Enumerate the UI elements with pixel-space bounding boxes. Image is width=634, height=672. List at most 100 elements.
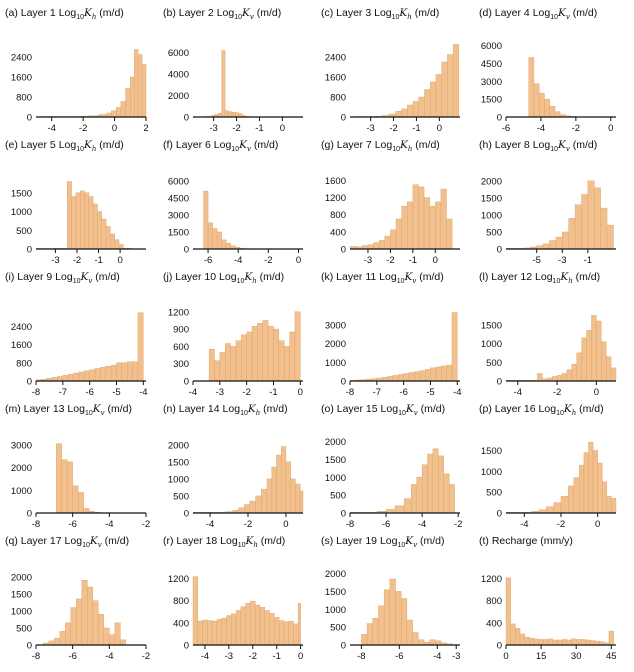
histogram-bar (602, 481, 608, 514)
y-tick-label: 1600 (325, 176, 346, 187)
histogram-bar (137, 312, 144, 382)
histogram-bar (110, 364, 117, 382)
histogram-panel: (m) Layer 13 Log10Kv (m/d) -8 -6 -4 -2 0 1000 2… (5, 403, 150, 530)
title-part: h (408, 145, 413, 153)
title-part: (n) Layer 14 Log (163, 403, 240, 415)
y-tick-label: 0 (27, 113, 32, 124)
histogram-bar (208, 349, 215, 382)
histogram-bar (586, 330, 592, 382)
histogram-bar (66, 461, 73, 514)
title-part: (m/d) (260, 403, 287, 415)
histogram-bar (448, 484, 455, 514)
title-part: h (92, 13, 97, 21)
histogram-bar (276, 454, 282, 514)
histogram-bar (419, 370, 426, 382)
histogram-bar (259, 607, 265, 646)
x-tick-label: -3 (558, 255, 566, 266)
histogram-bar (552, 639, 558, 646)
histogram-bar (580, 639, 586, 646)
histogram-bar (447, 54, 454, 118)
x-tick-label: -6 (395, 651, 403, 662)
title-part: K (399, 139, 409, 151)
x-tick-label: -2 (264, 255, 272, 266)
histogram-bar (576, 639, 582, 646)
histogram-bar (606, 496, 612, 514)
histogram-bar (416, 477, 423, 514)
histogram-bar (591, 315, 597, 382)
histogram-bar (600, 207, 608, 250)
y-tick-label: 0 (341, 245, 346, 256)
title-part: v (88, 277, 92, 285)
histogram-bar (438, 455, 444, 514)
histogram-bar (414, 371, 420, 382)
y-tick-label: 0 (27, 509, 32, 520)
histogram-panel: (p) Layer 16 Log10Kh (m/d) -4 -2 0 0 500 1000 1… (479, 403, 617, 530)
title-part: K (557, 139, 567, 151)
y-tick-label: 300 (173, 359, 189, 370)
histogram-bar (57, 376, 64, 382)
histogram-bar (285, 461, 291, 514)
histogram-bar (235, 112, 240, 118)
title-part: v (98, 541, 102, 549)
y-tick-label: 3000 (325, 320, 346, 331)
x-tick-label: -8 (346, 519, 354, 530)
x-tick-label: -6 (399, 387, 407, 398)
histogram-bar (251, 325, 258, 382)
histogram-bar (515, 628, 521, 646)
title-part: h (407, 13, 412, 21)
histogram-panel: (i) Layer 9 Log10Kv (m/d) -8 -7 -6 -5 -4 0 800 1… (5, 271, 148, 398)
y-tick-label: 2400 (11, 322, 32, 333)
title-part: 10 (238, 542, 246, 549)
y-tick-label: 1600 (325, 73, 346, 84)
histogram-bar (211, 620, 218, 646)
title-part: 10 (397, 278, 405, 285)
histogram-bar (67, 181, 72, 250)
title-part: (j) Layer 10 Log (163, 271, 237, 283)
y-tick-label: 0 (184, 245, 189, 256)
histogram-bar (537, 373, 543, 382)
title-part: h (92, 145, 97, 153)
histogram-bar (538, 639, 544, 646)
histogram-bar (231, 111, 236, 118)
y-tick-label: 1500 (325, 455, 346, 466)
y-tick-label: 4000 (168, 70, 189, 81)
histogram-bar (221, 239, 227, 250)
x-tick-label: -4 (514, 387, 522, 398)
y-tick-label: 4500 (168, 193, 189, 204)
histogram-bar (114, 622, 121, 646)
title-part: (m/d) (573, 271, 600, 283)
histogram-bar (443, 473, 450, 514)
x-tick-label: -8 (32, 519, 40, 530)
x-tick-label: -5 (532, 255, 540, 266)
y-tick-label: 0 (184, 509, 189, 520)
y-tick-label: 1200 (325, 193, 346, 204)
panel-title: (l) Layer 12 Log10Kh (m/d) (479, 271, 600, 285)
histogram-bar (533, 83, 540, 118)
histogram-panel: (d) Layer 4 Log10Kv (m/d) -6 -4 -2 0 0 1500 300… (479, 7, 616, 134)
x-tick-label: 0 (280, 123, 285, 134)
y-tick-label: 900 (173, 325, 189, 336)
y-tick-label: 2000 (168, 91, 189, 102)
histogram-bar (114, 239, 120, 250)
histogram-bar (137, 54, 143, 118)
histogram-bar (71, 196, 77, 250)
y-tick-label: 1500 (168, 457, 189, 468)
y-tick-label: 3000 (11, 440, 32, 451)
y-tick-label: 0 (497, 641, 502, 652)
title-part: v (247, 145, 251, 153)
title-part: K (92, 403, 102, 415)
histogram-bar (519, 633, 525, 646)
histogram-bar (533, 638, 539, 646)
histogram-bar (76, 598, 83, 646)
histogram-bar (418, 186, 425, 250)
title-part: (a) Layer 1 Log (5, 7, 76, 19)
histogram-bar (592, 450, 598, 514)
histogram-bar (429, 639, 436, 646)
panel-title: (r) Layer 18 Log10Kh (m/d) (163, 535, 285, 549)
histogram-bar (262, 320, 269, 382)
x-tick-label: -2 (79, 123, 87, 134)
histogram-bar (401, 108, 408, 118)
histogram-bar (529, 638, 535, 646)
y-tick-label: 800 (330, 210, 346, 221)
y-tick-label: 1500 (481, 193, 502, 204)
